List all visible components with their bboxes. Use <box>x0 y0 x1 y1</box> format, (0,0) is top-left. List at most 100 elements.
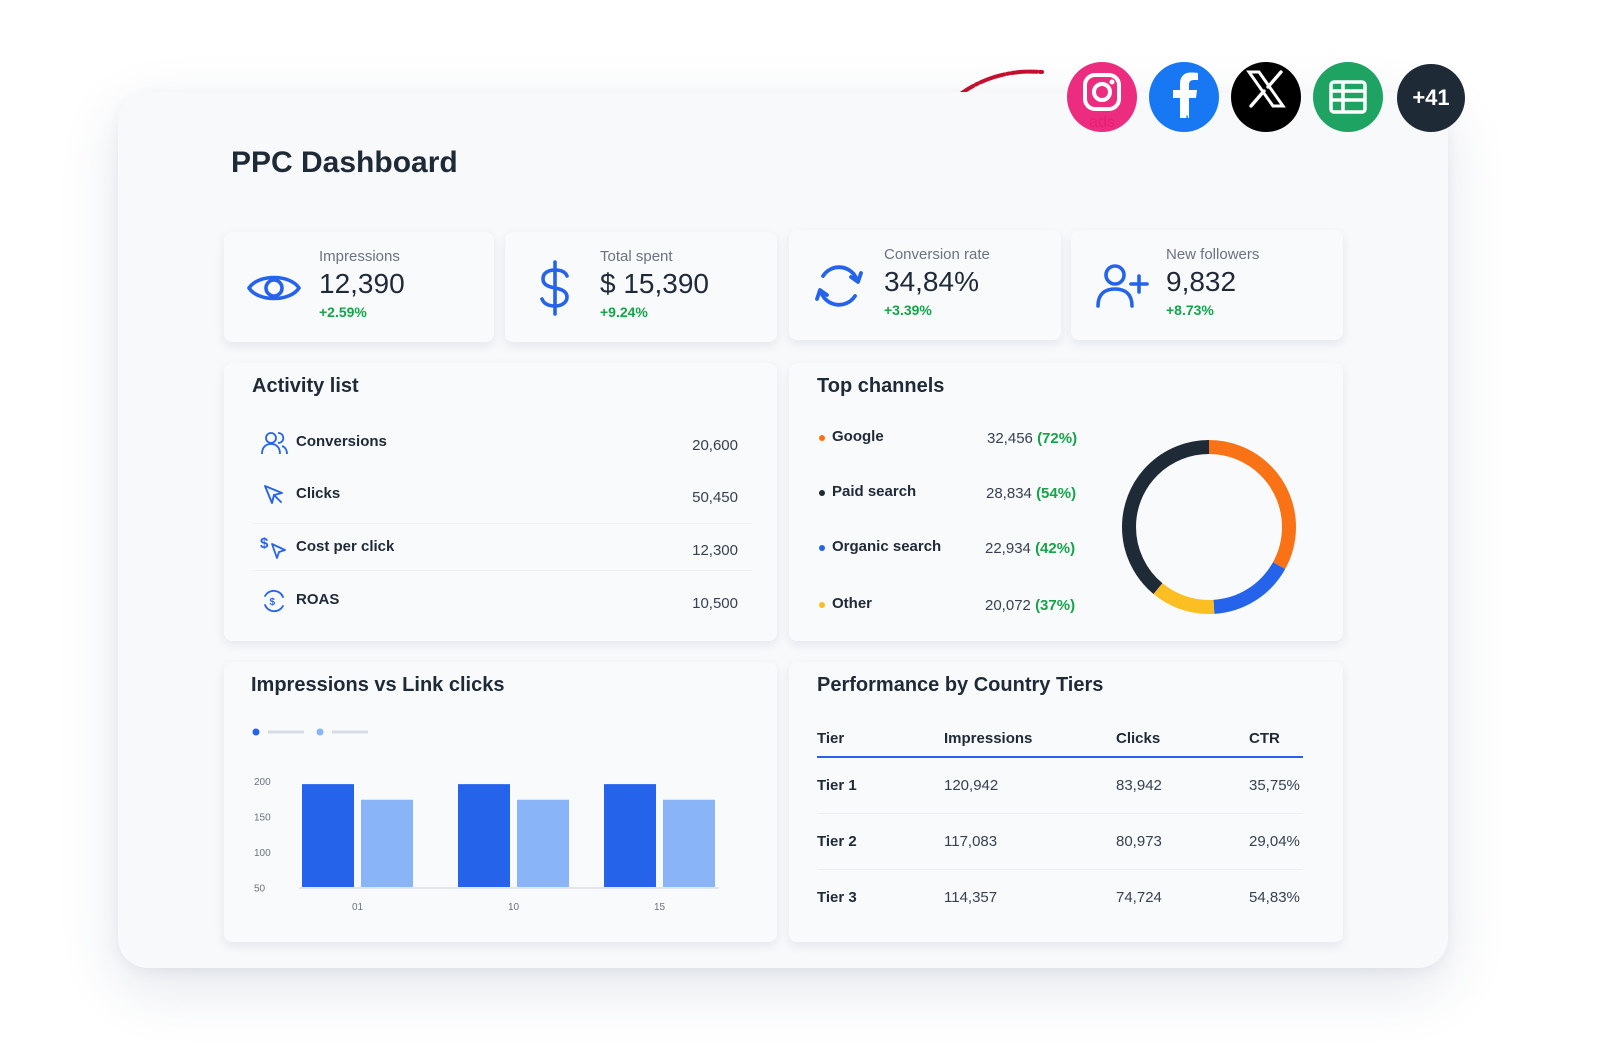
activity-name: ROAS <box>296 591 340 608</box>
x-caption: ads <box>1253 114 1279 131</box>
x-icon <box>1246 70 1286 108</box>
channel-value: 22,934 (42%) <box>985 540 1076 557</box>
column-header: Impressions <box>944 722 1116 758</box>
table-cell: 83,942 <box>1116 757 1249 814</box>
card-title: Top channels <box>817 375 945 397</box>
facebook-caption: ads <box>1171 114 1197 131</box>
channel-row-other[interactable]: Other 20,072 (37%) <box>819 592 1089 622</box>
table-row[interactable]: Tier 1 120,942 83,942 35,75% <box>817 757 1303 814</box>
facebook-icon <box>1173 72 1198 118</box>
tiers-table: Tier Impressions Clicks CTR Tier 1 120,9… <box>817 722 1303 925</box>
kpi-card-conversion-rate[interactable]: Conversion rate 34,84% +3.39% <box>789 230 1061 340</box>
kpi-card-impressions[interactable]: Impressions 12,390 +2.59% <box>224 232 494 342</box>
table-cell: Tier 2 <box>817 813 944 870</box>
kpi-card-new-followers[interactable]: New followers 9,832 +8.73% <box>1071 230 1343 340</box>
table-cell: 35,75% <box>1249 757 1303 814</box>
sheets-icon <box>1329 80 1367 114</box>
table-header-row: Tier Impressions Clicks CTR <box>817 722 1303 758</box>
x-tick-label: 15 <box>654 902 666 913</box>
kpi-change: +9.24% <box>600 304 648 320</box>
facebook-ads-badge[interactable]: ads <box>1149 62 1219 132</box>
activity-value: 50,450 <box>692 489 738 506</box>
bar[interactable] <box>361 799 413 887</box>
activity-value: 10,500 <box>692 595 738 612</box>
table-row[interactable]: Tier 2 117,083 80,973 29,04% <box>817 813 1303 870</box>
dollar-icon <box>540 260 569 316</box>
channel-row-organic-search[interactable]: Organic search 22,934 (42%) <box>819 535 1089 565</box>
table-cell: 80,973 <box>1116 813 1249 870</box>
channel-value: 28,834 (54%) <box>986 485 1077 502</box>
kpi-value: 34,84% <box>884 266 979 297</box>
legend-dot <box>819 602 825 608</box>
table-cell: 54,83% <box>1249 888 1300 906</box>
channel-row-google[interactable]: Google 32,456 (72%) <box>819 425 1089 455</box>
kpi-change: +2.59% <box>319 304 367 320</box>
bar[interactable] <box>458 784 510 887</box>
activity-name: Cost per click <box>296 538 395 555</box>
activity-item-conversions[interactable]: Conversions 20,600 <box>252 419 752 467</box>
x-ads-badge[interactable]: ads <box>1231 62 1301 132</box>
activity-name: Clicks <box>296 485 341 502</box>
impressions-vs-clicks-card: Impressions vs Link clicks 200 150 100 50 01… <box>224 662 777 942</box>
bar[interactable] <box>302 784 354 887</box>
instagram-ads-badge[interactable]: ads <box>1067 62 1137 132</box>
x-tick-label: 01 <box>352 902 364 913</box>
top-channels-card: Top channels Google 32,456 (72%) Paid se… <box>789 363 1343 641</box>
cursor-icon <box>264 485 283 504</box>
table-row[interactable]: Tier 3 114,357 74,724 54,83% <box>817 869 1303 925</box>
instagram-caption: ads <box>1089 114 1115 131</box>
table-cell: 29,04% <box>1249 813 1303 870</box>
channel-row-paid-search[interactable]: Paid search 28,834 (54%) <box>819 480 1089 510</box>
instagram-icon <box>1083 73 1121 111</box>
bar-chart: 200 150 100 50 01 10 15 <box>252 728 719 913</box>
activity-item-cost-per-click[interactable]: $ Cost per click 12,300 <box>252 523 752 571</box>
activity-item-roas[interactable]: $ ROAS 10,500 <box>252 577 752 625</box>
kpi-change: +3.39% <box>884 302 932 318</box>
channel-value: 20,072 (37%) <box>985 597 1076 614</box>
kpi-value: 9,832 <box>1166 266 1237 297</box>
legend-dot <box>316 728 324 736</box>
channel-name: Organic search <box>832 538 942 555</box>
activity-item-clicks[interactable]: Clicks 50,450 <box>252 471 752 519</box>
activity-value: 12,300 <box>692 542 738 559</box>
column-header: CTR <box>1249 722 1303 758</box>
x-tick-label: 10 <box>508 902 520 913</box>
column-header: Tier <box>817 722 944 758</box>
y-tick-label: 50 <box>254 883 266 894</box>
legend-dot <box>819 545 825 551</box>
table-cell: 120,942 <box>944 757 1116 814</box>
add-user-icon <box>1096 264 1149 308</box>
eye-icon <box>247 275 301 301</box>
bar[interactable] <box>663 799 715 887</box>
bar[interactable] <box>517 799 569 887</box>
legend-dot <box>819 490 825 496</box>
card-title: Activity list <box>252 375 359 397</box>
donut-segment[interactable] <box>1122 440 1296 614</box>
kpi-label: Impressions <box>319 248 400 265</box>
channels-donut-chart <box>1122 440 1296 614</box>
activity-value: 20,600 <box>692 437 738 454</box>
kpi-label: New followers <box>1166 246 1260 263</box>
more-integrations-badge[interactable]: +41 <box>1397 64 1465 132</box>
bar[interactable] <box>604 784 656 887</box>
table-cell: 74,724 <box>1116 888 1162 906</box>
channel-name: Google <box>832 428 884 445</box>
table-cell: Tier 3 <box>817 888 857 906</box>
card-title: Impressions vs Link clicks <box>251 674 505 696</box>
country-tiers-card: Performance by Country Tiers Tier Impres… <box>789 662 1343 942</box>
dollar-cycle-icon: $ <box>264 589 284 613</box>
kpi-card-total-spent[interactable]: Total spent $ 15,390 +9.24% <box>505 232 777 342</box>
google-sheets-badge[interactable] <box>1313 62 1383 132</box>
users-icon <box>261 432 288 455</box>
activity-name: Conversions <box>296 433 387 450</box>
kpi-value: $ 15,390 <box>600 268 709 299</box>
y-tick-label: 100 <box>254 848 271 859</box>
table-cell: 117,083 <box>944 813 1116 870</box>
refresh-icon <box>815 265 863 307</box>
svg-text:$: $ <box>270 597 276 608</box>
donut-segment[interactable] <box>1122 440 1296 614</box>
y-tick-label: 200 <box>254 777 271 788</box>
card-title: Performance by Country Tiers <box>817 674 1104 696</box>
page-title: PPC Dashboard <box>231 146 458 179</box>
